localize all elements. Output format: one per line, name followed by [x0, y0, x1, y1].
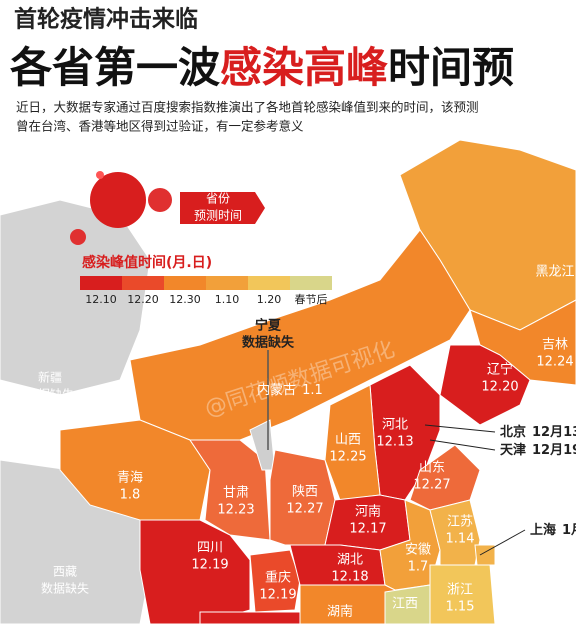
province-value: 数据缺失 — [26, 387, 74, 402]
province-value: 12.27 — [286, 502, 323, 517]
pointer — [424, 424, 496, 433]
legend-label: 春节后 — [295, 293, 328, 306]
province-value: 12.20 — [481, 380, 518, 395]
province-value: 12.19 — [191, 558, 228, 573]
province-value: 1.7 — [408, 560, 429, 575]
province-name: 西藏 — [53, 565, 77, 579]
title-part: 时间预 — [388, 43, 514, 92]
title-part: 各省第一波 — [10, 43, 220, 92]
province-value: 1.15 — [446, 600, 475, 615]
province-value: 12.17 — [349, 522, 386, 537]
legend-swatch — [80, 276, 122, 290]
province-name: 湖南 — [327, 604, 353, 620]
pointer — [479, 529, 526, 556]
province-value: 1.1 — [302, 383, 323, 398]
province-name: 辽宁 — [487, 362, 513, 378]
intro-line: 曾在台湾、香港等地区得到过验证，有一定参考意义 — [16, 119, 304, 134]
region-sichuan — [139, 519, 251, 624]
province-value: 1.14 — [446, 532, 475, 547]
province-name: 陕西 — [292, 485, 318, 500]
region-guizhou — [199, 611, 301, 624]
legend-swatch — [164, 276, 206, 290]
province-name: 上海 — [530, 522, 556, 538]
legend-label: 12.10 — [85, 293, 117, 306]
province-value: 1.8 — [120, 488, 141, 503]
province-name: 山西 — [335, 433, 361, 448]
province-name: 安徽 — [405, 543, 431, 558]
province-value: 12月13 — [532, 425, 576, 440]
province-value: 12.24 — [536, 355, 573, 370]
virus-icon — [70, 171, 172, 245]
province-name: 四川 — [197, 541, 223, 556]
province-label: 上海 1月 — [530, 522, 576, 538]
province-name: 北京 — [500, 424, 526, 440]
province-value: 1月 — [562, 523, 576, 538]
region-xinjiang — [0, 199, 151, 396]
province-name: 河南 — [355, 504, 381, 520]
province-name: 湖北 — [337, 553, 363, 568]
province-name: 山东 — [419, 461, 445, 476]
legend-label: 12.30 — [169, 293, 201, 306]
region-gansu — [189, 439, 271, 541]
province-name: 河北 — [382, 418, 408, 433]
badge-text: 省份 — [206, 192, 230, 206]
legend-swatch — [290, 276, 332, 290]
province-name: 青海 — [117, 471, 143, 486]
province-label: 内蒙古 1.1 — [257, 382, 323, 398]
province-value: 12.27 — [413, 478, 450, 493]
pointer — [429, 439, 496, 451]
title-part: 感染高峰 — [220, 43, 388, 92]
region-jiangxi — [384, 584, 431, 624]
province-name: 吉林 — [542, 338, 568, 353]
province-value: 12.23 — [217, 503, 254, 518]
region-chongqing — [249, 549, 301, 613]
province-value: 12.25 — [329, 450, 366, 465]
map — [0, 139, 576, 624]
province-name: 甘肃 — [223, 486, 249, 501]
province-name: 江苏 — [447, 514, 473, 530]
intro-line: 近日，大数据专家通过百度搜索指数推演出了各地首轮感染峰值到来的时间，该预测 — [16, 100, 479, 115]
legend-title: 感染峰值时间(月.日) — [82, 254, 212, 271]
legend: 12.10 12.20 12.30 1.10 1.20 春节后 — [80, 276, 332, 306]
legend-swatch — [206, 276, 248, 290]
province-name: 天津 — [500, 442, 526, 458]
province-name: 重庆 — [265, 570, 291, 586]
province-value: 12月19 — [532, 443, 576, 458]
province-name: 浙江 — [447, 583, 473, 598]
province-value: 数据缺失 — [242, 335, 295, 351]
province-name: 内蒙古 — [257, 382, 296, 398]
province-value: 12.19 — [259, 588, 296, 603]
province-value: 12.13 — [376, 435, 413, 450]
province-name: 江西 — [392, 597, 418, 612]
province-value: 12.18 — [331, 570, 368, 585]
province-name: 新疆 — [38, 370, 62, 385]
region-liaoning — [439, 344, 531, 426]
legend-label: 1.20 — [257, 293, 282, 306]
province-label: 天津 12月19 — [500, 442, 576, 458]
badge-text: 预测时间 — [194, 209, 242, 223]
legend-swatch — [122, 276, 164, 290]
legend-swatch — [248, 276, 290, 290]
legend-label: 12.20 — [127, 293, 159, 306]
legend-label: 1.10 — [215, 293, 240, 306]
province-name: 黑龙江 — [535, 265, 574, 280]
header-line1: 首轮疫情冲击来临 — [14, 6, 198, 33]
header-line2: 各省第一波感染高峰时间预 — [10, 43, 514, 92]
province-value: 数据缺失 — [41, 581, 89, 596]
badge — [180, 192, 265, 224]
province-name: 宁夏 — [255, 318, 282, 334]
province-label: 北京 12月13 — [500, 424, 576, 440]
